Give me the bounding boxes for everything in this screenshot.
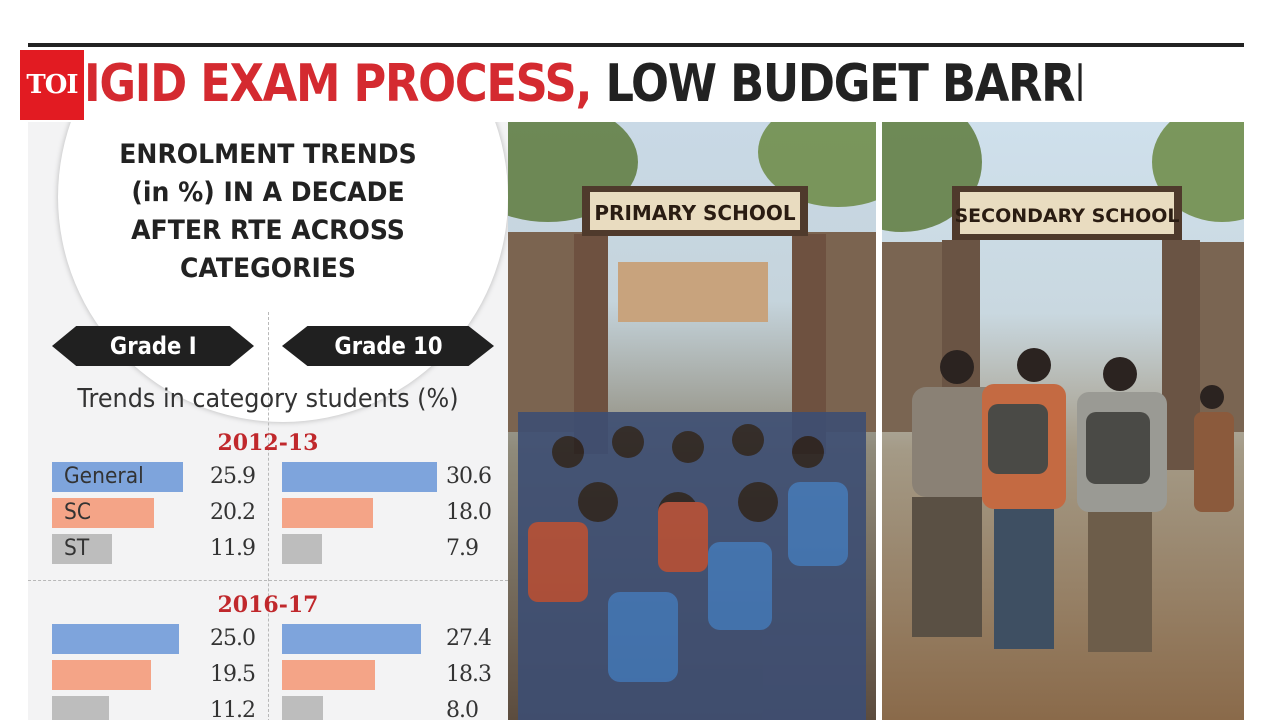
top-rule [28,43,1244,47]
secondary-school-sign: SECONDARY SCHOOL [954,205,1179,227]
year-label-2016-17: 2016-17 [217,592,319,618]
headline-dark: LOW BUDGET BARRIER’ [605,54,1081,114]
value-label: 8.0 [446,698,479,720]
value-label: 30.6 [446,464,492,489]
grade-10-label: Grade 10 [333,332,443,360]
year-label-2012-13: 2012-13 [217,430,319,456]
primary-school-illustration: PRIMARY SCHOOL [508,122,876,720]
primary-school-sign: PRIMARY SCHOOL [594,201,795,225]
chart-title-line: ENROLMENT TRENDS [119,139,417,170]
value-label: 18.3 [446,662,492,687]
bar-sc-grade-1-2016-17 [52,660,151,690]
secondary-school-illustration: SECONDARY SCHOOL [882,122,1244,652]
bar-st-grade-1-2016-17 [52,696,109,720]
chart-title-line: CATEGORIES [179,253,357,284]
infographic-panel: ENROLMENT TRENDS (in %) IN A DECADE AFTE… [28,122,508,720]
bar-st-grade-1-2012-13 [52,534,112,564]
photo-gap [876,122,882,720]
bar-general-grade-1-2016-17 [52,624,179,654]
chart-title: ENROLMENT TRENDS (in %) IN A DECADE AFTE… [101,136,436,288]
primary-school-photo: PRIMARY SCHOOL [508,122,876,720]
value-label: 19.5 [210,662,256,687]
bar-st-grade-10-2012-13 [282,534,322,564]
headline-red: IGID EXAM PROCESS, [84,54,592,114]
grade-1-tag: Grade I [52,326,254,366]
category-label-general: General [64,464,144,489]
panel-divider [268,312,269,720]
bar-sc-grade-10-2012-13 [282,498,373,528]
trends-label: Trends in category students (%) [77,384,459,414]
value-label: 18.0 [446,500,492,525]
toi-logo[interactable]: TOI [20,50,84,120]
chart-title-line: AFTER RTE ACROSS [131,215,405,246]
bar-sc-grade-10-2016-17 [282,660,375,690]
value-label: 25.0 [210,626,256,651]
value-label: 11.9 [210,536,256,561]
bar-general-grade-10-2016-17 [282,624,421,654]
category-label-st: ST [64,536,90,561]
value-label: 27.4 [446,626,492,651]
headline: IGID EXAM PROCESS, LOW BUDGET BARRIER’ [84,54,1082,114]
value-label: 11.2 [210,698,256,720]
bar-st-grade-10-2016-17 [282,696,323,720]
category-label-sc: SC [64,500,91,525]
value-label: 20.2 [210,500,256,525]
secondary-school-photo: SECONDARY SCHOOL [882,122,1244,720]
chart-title-line: (in %) IN A DECADE [131,177,405,208]
year-separator [28,580,508,581]
value-label: 7.9 [446,536,479,561]
bar-general-grade-1-2012-13 [52,462,183,492]
value-label: 25.9 [210,464,256,489]
bar-sc-grade-1-2012-13 [52,498,154,528]
grade-10-tag: Grade 10 [282,326,494,366]
bar-general-grade-10-2012-13 [282,462,437,492]
grade-1-label: Grade I [109,332,197,360]
